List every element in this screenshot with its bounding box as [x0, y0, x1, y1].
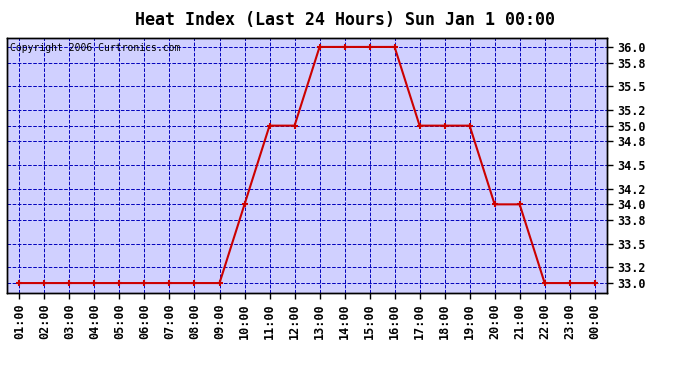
Text: Copyright 2006 Curtronics.com: Copyright 2006 Curtronics.com [10, 43, 180, 52]
Text: Heat Index (Last 24 Hours) Sun Jan 1 00:00: Heat Index (Last 24 Hours) Sun Jan 1 00:… [135, 11, 555, 29]
